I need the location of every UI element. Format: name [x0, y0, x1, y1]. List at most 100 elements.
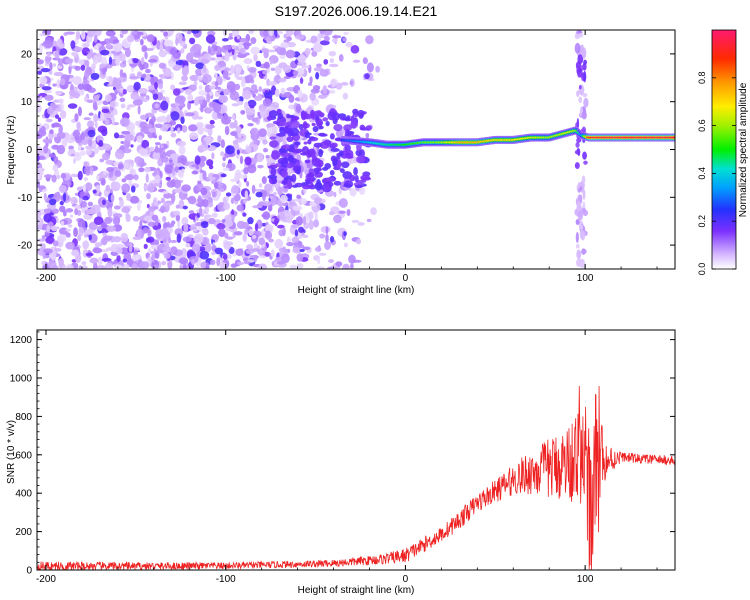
spectrogram-cell	[52, 83, 57, 87]
spectrogram-cell	[236, 220, 246, 230]
spectrogram-cell	[183, 223, 189, 233]
spectrogram-cell	[163, 252, 171, 259]
spectrogram-cell	[234, 231, 243, 236]
spectrogram-cell	[51, 208, 59, 214]
spectrogram-cell	[137, 105, 141, 115]
spectrogram-cell	[132, 57, 139, 64]
spectrogram-cell	[155, 228, 163, 239]
spectrogram-cell	[579, 224, 584, 231]
spectrogram-cell	[87, 201, 93, 207]
spectrogram-cell	[283, 185, 289, 189]
spectrogram-cell	[37, 208, 42, 218]
spectrogram-cell	[232, 140, 239, 145]
spectrogram-cell	[62, 192, 67, 202]
spectrogram-cell	[189, 74, 200, 82]
spectrogram-cell	[238, 96, 244, 103]
spectrogram-cell	[202, 73, 212, 84]
spectrogram-cell	[250, 37, 257, 45]
spectrogram-cell	[65, 208, 74, 213]
spectrogram-cell	[64, 58, 74, 64]
spectrogram-cell	[238, 181, 242, 188]
spectrogram-cell	[146, 236, 155, 243]
spectrogram-cell	[78, 88, 85, 96]
spectrogram-cell	[176, 127, 181, 134]
spectrogram-cell	[193, 97, 199, 106]
spectrogram-cell	[264, 90, 269, 94]
spectrogram-cell	[113, 132, 120, 139]
spectrogram-cell	[112, 78, 122, 88]
spectrogram-cell	[182, 263, 187, 269]
spectrogram-cell	[293, 112, 302, 117]
spectrogram-cell	[99, 158, 105, 163]
spectrogram-cell	[208, 176, 216, 181]
spectrogram-cell	[150, 244, 159, 250]
spectrogram-cell	[352, 108, 359, 115]
spectrogram-cell	[43, 145, 49, 154]
spectrogram-cell	[237, 100, 244, 106]
spectrogram-cell	[214, 91, 219, 98]
spectrogram-cell	[66, 264, 74, 269]
spectrogram-cell	[112, 39, 120, 44]
spectrogram-cell	[218, 94, 228, 104]
spectrogram-cell	[342, 37, 347, 42]
spectrogram-cell	[203, 107, 213, 114]
spectrogram-cell	[245, 248, 255, 254]
spectrogram-cell	[180, 116, 185, 124]
spectrogram-cell	[237, 261, 245, 266]
spectrogram-cell	[114, 170, 122, 178]
spectrogram-cell	[177, 220, 181, 229]
spectrogram-cell	[60, 102, 64, 111]
spectrogram-cell	[129, 195, 140, 204]
spectrogram-cell	[366, 62, 374, 73]
spectrogram-cell	[112, 43, 123, 53]
spectrogram-cell	[307, 139, 312, 145]
spectrogram-cell	[579, 194, 583, 204]
spectrogram-cell	[98, 139, 104, 147]
spectrogram-cell	[318, 125, 324, 130]
spectrogram-cell	[83, 161, 88, 167]
spectrogram-cell	[121, 30, 128, 35]
spectrogram-cell	[349, 263, 354, 269]
spectrogram-x-label: Height of straight line (km)	[298, 285, 415, 296]
spectrogram-cell	[61, 138, 68, 148]
spectrogram-cell	[332, 104, 337, 110]
spectrogram-cell	[191, 243, 201, 253]
spectrogram-cell	[130, 185, 136, 193]
spectrogram-cell	[269, 59, 273, 65]
spectrogram-cell	[51, 122, 61, 128]
spectrogram-cell	[199, 250, 210, 260]
spectrogram-cell	[350, 119, 357, 129]
spectrogram-cell	[242, 42, 252, 47]
y-tick-label: -20	[18, 241, 33, 252]
spectrogram-cell	[106, 225, 117, 232]
spectrogram-cell	[290, 117, 295, 122]
spectrogram-cell	[581, 175, 586, 185]
spectrogram-cell	[120, 103, 126, 109]
spectrogram-cell	[48, 198, 57, 206]
spectrogram-cell	[346, 209, 351, 216]
spectrogram-cell	[50, 225, 58, 232]
spectrogram-cell	[255, 60, 262, 67]
spectrogram-cell	[286, 236, 291, 244]
spectrogram-cell	[110, 243, 118, 253]
spectrogram-cell	[75, 30, 81, 40]
spectrogram-cell	[43, 210, 51, 214]
y-tick-label: 1200	[10, 335, 33, 346]
spectrogram-cell	[325, 226, 329, 235]
spectrogram-cell	[152, 93, 159, 101]
spectrogram-cell	[53, 71, 64, 77]
spectrogram-cell	[59, 58, 63, 67]
spectrogram-cell	[148, 206, 156, 212]
spectrogram-cell	[302, 246, 311, 251]
spectrogram-cell	[282, 152, 291, 158]
spectrogram-cell	[576, 118, 580, 129]
spectrogram-cell	[240, 109, 246, 115]
spectrogram-cell	[339, 168, 345, 173]
spectrogram-cell	[285, 217, 293, 224]
spectrogram-cell	[87, 30, 96, 38]
spectrogram-cell	[78, 264, 83, 269]
spectrogram-cell	[223, 113, 229, 121]
spectrogram-cell	[276, 224, 285, 229]
spectrogram-cell	[120, 141, 125, 145]
spectrogram-cell	[180, 48, 185, 54]
